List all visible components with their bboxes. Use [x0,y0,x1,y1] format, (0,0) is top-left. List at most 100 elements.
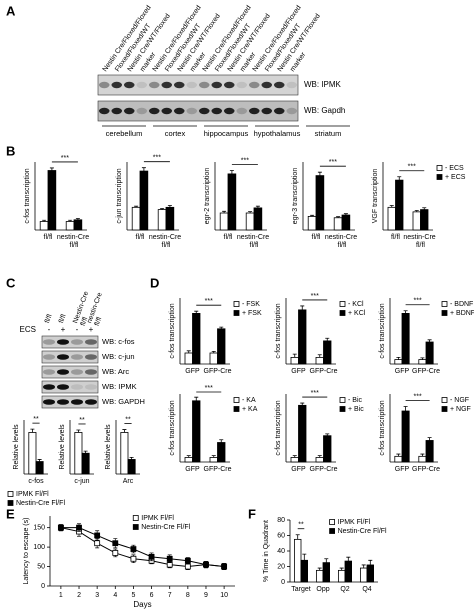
bar [418,359,427,365]
panel-label: E [6,506,15,521]
blot-band [274,107,285,115]
y-tick-label: 60 [277,532,285,539]
y-tick-label: 20 [277,563,285,570]
error-bar [420,357,425,360]
y-axis-label: c-fos transcription [24,168,31,223]
significance-label: *** [205,298,213,305]
x-tick-label: GFP-Cre [412,368,440,375]
bar [420,209,429,231]
legend-swatch [339,310,346,316]
legend-swatch [132,524,139,530]
bar [323,340,332,365]
data-point [184,557,191,564]
bar [290,356,299,365]
x-tick-label: GFP [185,368,200,375]
legend-swatch [339,406,346,412]
x-tick-label: GFP-Cre [204,368,232,375]
error-bar [339,567,344,571]
blot-band [43,399,55,405]
error-bar [30,428,35,433]
x-tick-label: GFP [291,368,306,375]
y-axis-label: egr-2 transcription [204,168,211,225]
legend-swatch [441,301,448,307]
blot-band [43,339,55,345]
blot-band [161,107,172,115]
data-point [221,563,228,570]
bar [217,442,226,463]
blot-band [211,81,222,89]
blot-band [211,107,222,115]
legend-label: - KA [242,397,256,404]
y-tick-label: 80 [277,517,285,524]
bar [298,404,307,463]
significance-label: ** [298,522,304,529]
legend-swatch [132,515,139,521]
bar [341,214,351,231]
bar [394,455,403,463]
significance-label: *** [311,293,319,300]
error-bar [141,167,146,172]
bar [165,206,175,231]
bar [184,352,193,365]
blot-band [286,81,297,89]
blot-band [236,81,247,89]
significance-label: ** [125,416,131,423]
bar [307,215,317,231]
error-bar [194,310,199,314]
treatment-value: + [61,325,66,334]
legend-label: + KA [242,406,258,413]
blot-band [161,81,172,89]
blot-row-label: WB: c-jun [102,352,135,361]
region-label: cerebellum [106,129,143,138]
error-bar [186,350,191,353]
x-axis-label: Days [133,600,151,609]
error-bar [325,337,330,341]
region-label: cortex [165,129,186,138]
blot-band [136,81,147,89]
blot [41,380,99,394]
bar [359,567,368,583]
bar [323,435,332,463]
blot-band [249,107,260,115]
legend-label: + BDNF [450,310,474,317]
blot-row-label: WB: GAPDH [102,397,145,406]
blot-band [236,107,247,115]
blot [97,100,299,122]
data-point [184,563,191,570]
data-point [148,553,155,560]
bar [127,459,136,475]
error-bar [343,213,348,216]
legend-swatch [436,174,443,180]
x-tick-label: 1 [59,592,63,599]
significance-label: *** [414,393,422,400]
column-label: fl/fl [58,313,68,324]
blot-band [57,354,69,360]
blot-band [85,399,97,405]
error-bar [396,453,401,457]
error-bar [420,453,425,457]
error-bar [300,402,305,406]
x-tick-label: GFP-Cre [310,466,338,473]
y-tick-label: 0 [41,583,45,590]
error-bar [160,208,165,210]
bar [387,206,396,231]
bar [74,432,83,475]
x-tick-label: fl/fl [224,234,233,241]
blot-band [186,81,197,89]
x-tick-label: 10 [220,592,228,599]
error-bar [414,210,419,212]
bar [120,432,129,475]
legend-label: + ECS [445,174,466,181]
x-tick-label: GFP-Cre [204,466,232,473]
error-bar [248,211,253,213]
bar [39,221,49,231]
data-point [130,555,137,562]
bar [35,461,44,475]
blot-row-label: WB: Gapdh [304,106,345,115]
blot-band [99,107,110,115]
legend-label: - BDNF [450,301,473,308]
x-tick-label: nestin-Cre fl/fl [57,234,91,249]
blot-band [124,107,135,115]
blot-band [71,399,83,405]
blot-band [274,81,285,89]
